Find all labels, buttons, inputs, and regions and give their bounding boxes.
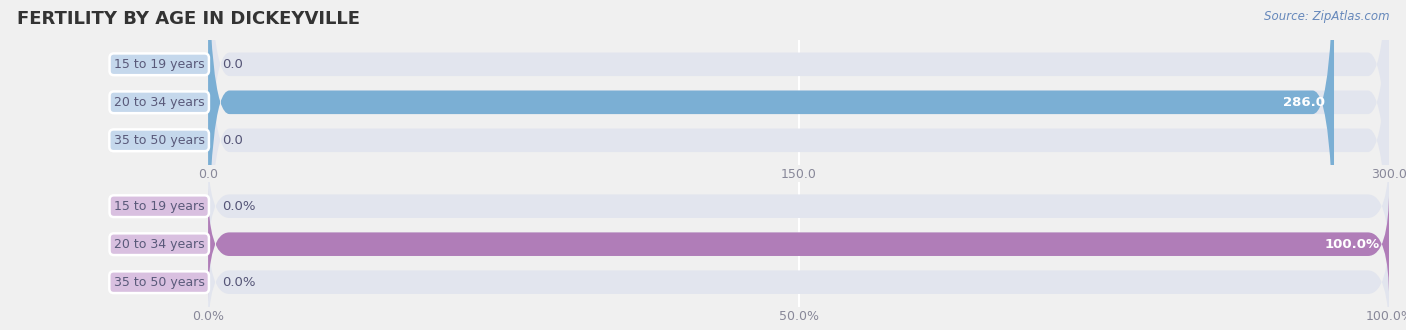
Text: 0.0: 0.0 [222, 58, 243, 71]
Text: 0.0%: 0.0% [222, 276, 256, 289]
FancyBboxPatch shape [208, 0, 1389, 330]
FancyBboxPatch shape [208, 187, 1389, 301]
Text: 100.0%: 100.0% [1324, 238, 1379, 251]
Text: 20 to 34 years: 20 to 34 years [114, 96, 204, 109]
Text: Source: ZipAtlas.com: Source: ZipAtlas.com [1264, 10, 1389, 23]
FancyBboxPatch shape [208, 0, 1389, 258]
FancyBboxPatch shape [208, 0, 1334, 296]
Text: 35 to 50 years: 35 to 50 years [114, 276, 204, 289]
Text: 20 to 34 years: 20 to 34 years [114, 238, 204, 251]
Text: 15 to 19 years: 15 to 19 years [114, 58, 204, 71]
FancyBboxPatch shape [208, 187, 1389, 301]
Text: 0.0: 0.0 [222, 134, 243, 147]
Text: 35 to 50 years: 35 to 50 years [114, 134, 204, 147]
FancyBboxPatch shape [208, 149, 1389, 263]
Text: 15 to 19 years: 15 to 19 years [114, 200, 204, 213]
Text: 0.0%: 0.0% [222, 200, 256, 213]
Text: FERTILITY BY AGE IN DICKEYVILLE: FERTILITY BY AGE IN DICKEYVILLE [17, 10, 360, 28]
Text: 286.0: 286.0 [1282, 96, 1324, 109]
FancyBboxPatch shape [208, 0, 1389, 296]
FancyBboxPatch shape [208, 226, 1389, 330]
